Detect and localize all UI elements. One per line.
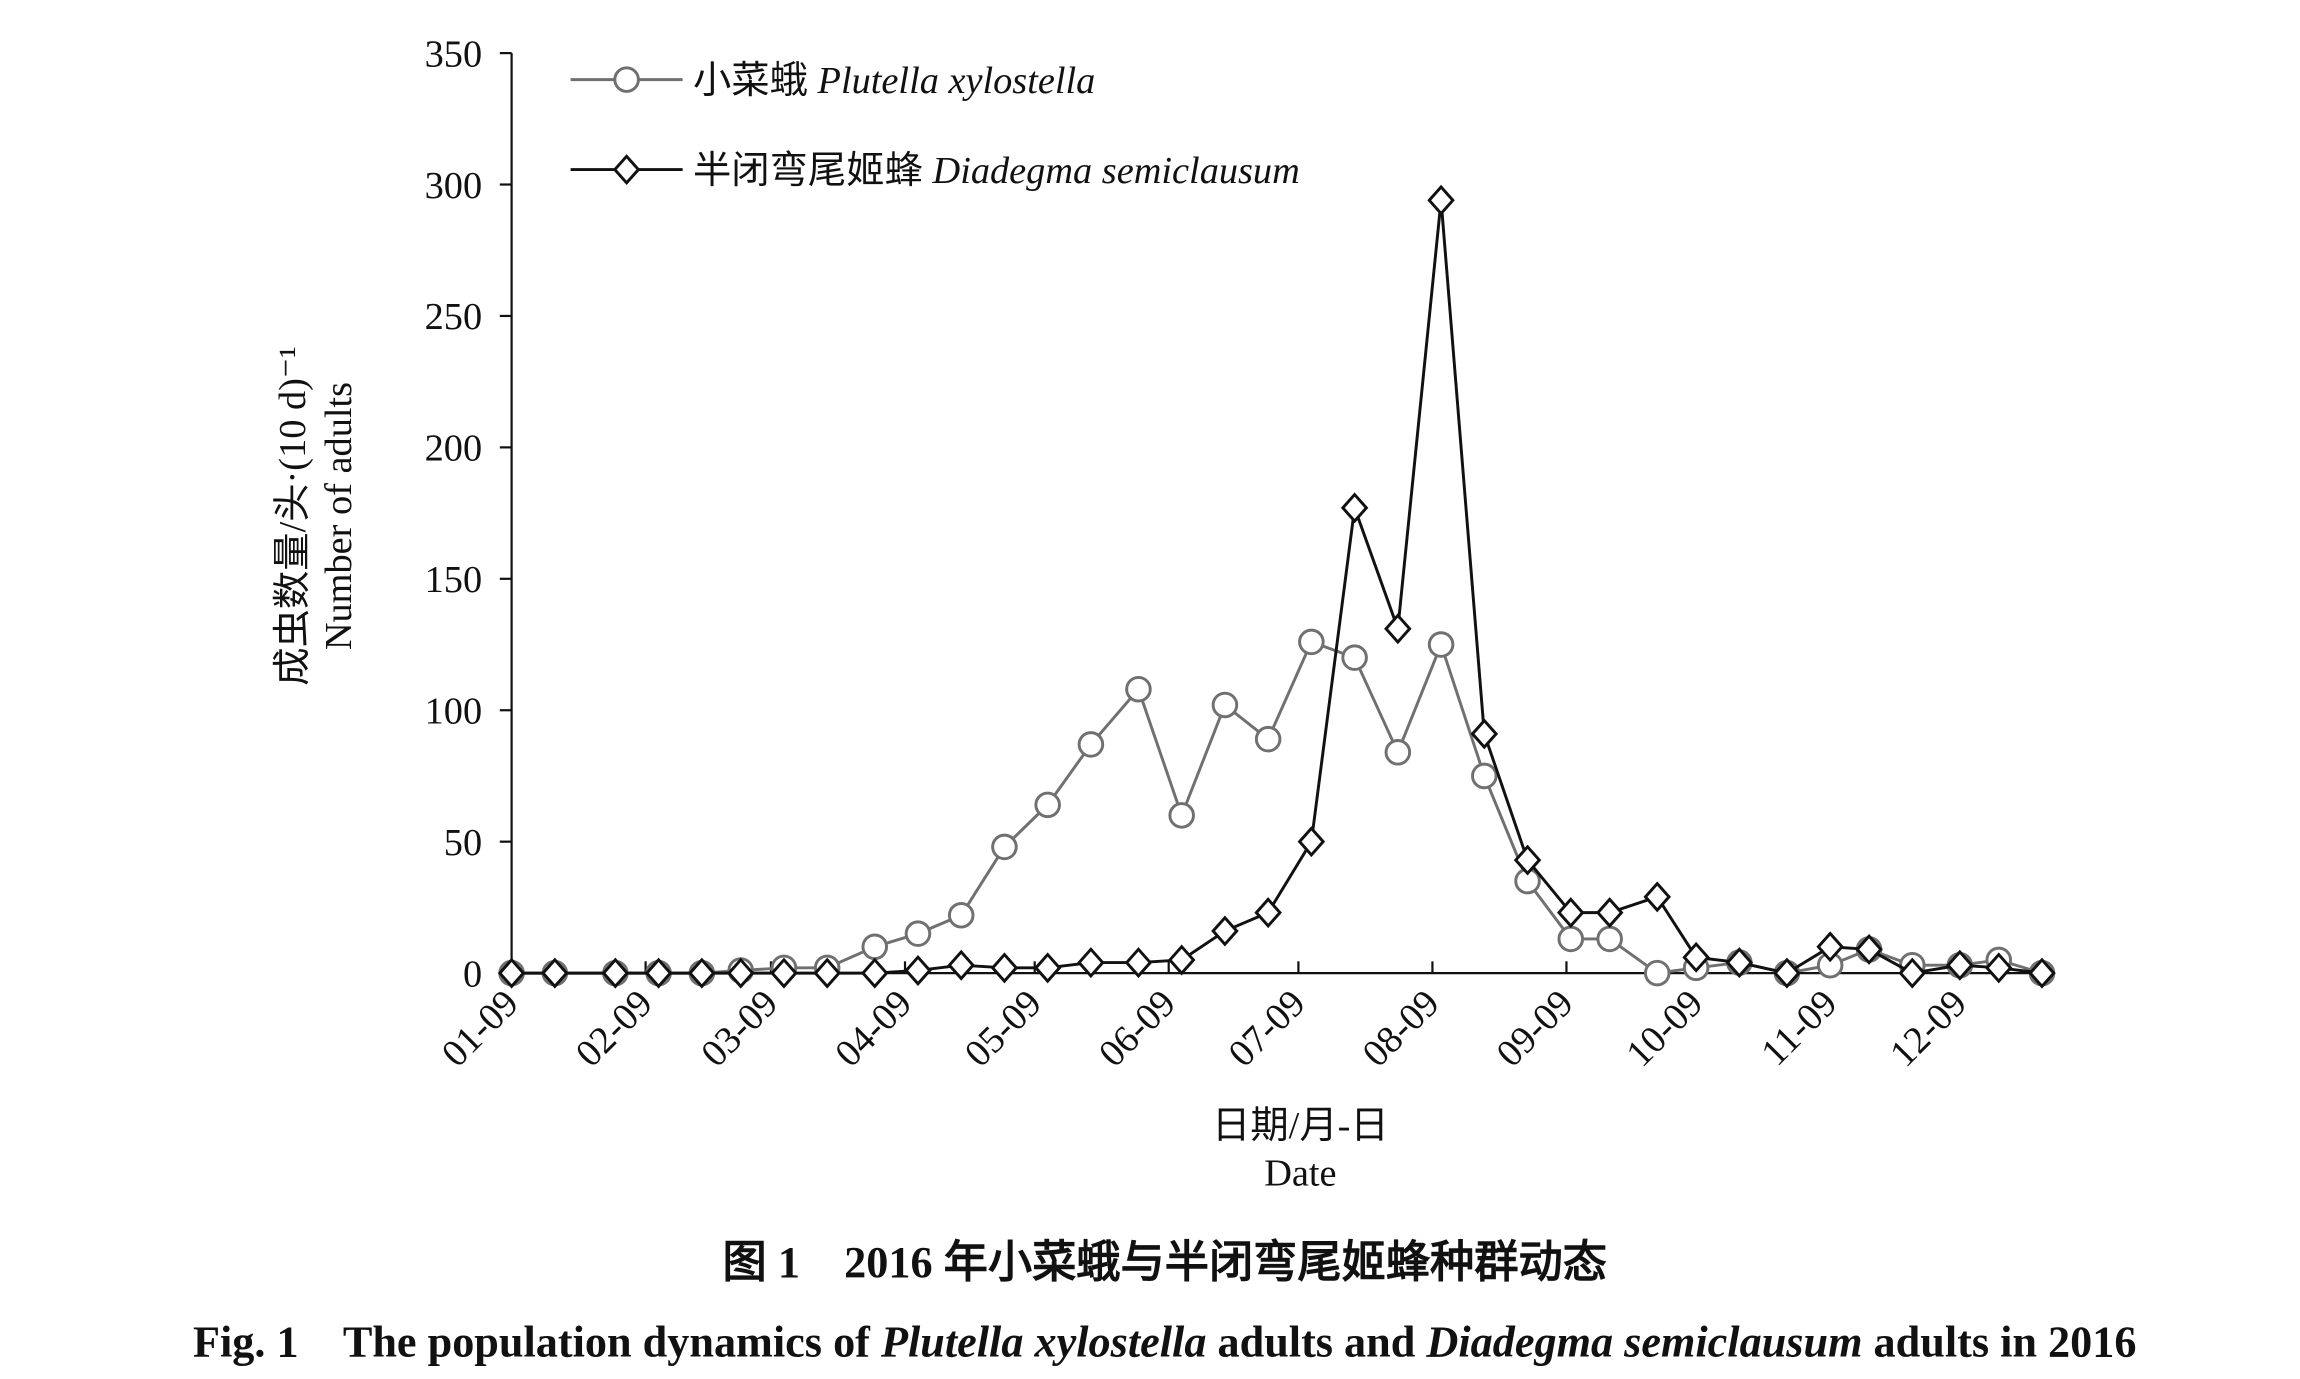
point (1254, 897, 1282, 929)
point (1946, 949, 1974, 981)
point (904, 920, 932, 947)
point (1816, 931, 1844, 963)
point (1984, 952, 2013, 984)
point (1298, 628, 1325, 656)
point (1427, 631, 1455, 658)
caption-part: adults and (1206, 1317, 1426, 1366)
x-tick-label: 05-09 (957, 982, 1050, 1075)
point (1033, 952, 1062, 984)
point (1725, 947, 1754, 979)
point (1211, 915, 1239, 947)
caption-cn: 图 1 2016 年小菜蛾与半闭弯尾姬蜂种群动态 (723, 1237, 1607, 1287)
point (1471, 762, 1498, 790)
x-tick-label: 01-09 (434, 982, 527, 1075)
x-tick-label: 07-09 (1221, 982, 1314, 1075)
point (947, 949, 975, 981)
x-tick-label: 06-09 (1091, 982, 1184, 1075)
point (1297, 826, 1326, 858)
legend-marker (612, 154, 641, 186)
y-tick-label: 300 (425, 165, 483, 207)
point (1855, 933, 1883, 965)
legend-label: 小菜蛾 Plutella xylostella (693, 60, 1095, 102)
point (990, 952, 1019, 984)
legend-latin: Plutella xylostella (817, 60, 1096, 102)
x-tick-label: 09-09 (1489, 982, 1582, 1075)
point (1682, 941, 1710, 973)
x-tick-label: 04-09 (827, 982, 920, 1075)
point (1773, 957, 1801, 989)
series-line (511, 640, 2043, 975)
point (770, 957, 798, 989)
point (1643, 959, 1671, 987)
point (1595, 897, 1624, 929)
point (1556, 897, 1585, 929)
x-tick-label: 08-09 (1355, 982, 1448, 1075)
legend-label: 半闭弯尾姬蜂 Diadegma semiclausum (693, 149, 1300, 192)
x-axis-label: Date (1264, 1152, 1336, 1194)
point (1470, 718, 1499, 750)
y-tick-label: 0 (463, 953, 482, 995)
legend-latin: Diadegma semiclausum (932, 150, 1300, 192)
caption-en: Fig. 1 The population dynamics of Plutel… (193, 1317, 2136, 1366)
point (813, 957, 841, 989)
point (1513, 844, 1542, 876)
point (1168, 802, 1195, 829)
series-line (511, 200, 2043, 975)
point (1596, 925, 1623, 953)
point (1211, 691, 1239, 719)
caption-part: Diadegma semiclausum (1425, 1317, 1862, 1366)
point (541, 957, 569, 989)
point (991, 833, 1018, 861)
x-tick-label: 02-09 (568, 982, 661, 1075)
point (644, 957, 673, 989)
legend-name: 小菜蛾 (693, 60, 808, 102)
point (601, 957, 630, 989)
point (1034, 791, 1061, 819)
point (1341, 644, 1368, 671)
legend-name: 半闭弯尾姬蜂 (693, 149, 923, 192)
point (1124, 947, 1153, 979)
y-axis-label: 成虫数量/头·(10 d)⁻¹ (272, 346, 314, 685)
x-tick-label: 03-09 (693, 982, 786, 1075)
x-tick-label: 11-09 (1753, 982, 1845, 1074)
y-tick-label: 150 (425, 559, 483, 601)
y-tick-label: 350 (425, 33, 483, 75)
point (1254, 725, 1282, 753)
caption-part: adults in 2016 (1862, 1317, 2136, 1366)
legend-marker (613, 66, 640, 93)
x-tick-label: 12-09 (1882, 982, 1975, 1075)
point (861, 933, 889, 961)
point (1384, 739, 1412, 766)
point (1167, 944, 1196, 976)
caption-part: Fig. 1 The population dynamics of (193, 1317, 881, 1366)
point (1898, 957, 1927, 989)
point (1427, 184, 1455, 216)
caption-part: Plutella xylostella (880, 1317, 1206, 1366)
y-axis-label: Number of adults (318, 382, 360, 650)
point (2028, 957, 2056, 989)
point (860, 957, 889, 989)
y-tick-label: 100 (425, 691, 483, 733)
x-axis-label: 日期/月-日 (1212, 1105, 1389, 1147)
point (904, 954, 932, 986)
point (947, 901, 975, 929)
point (497, 957, 526, 989)
point (1557, 925, 1585, 953)
point (688, 957, 716, 989)
y-tick-label: 200 (425, 428, 483, 470)
point (1340, 492, 1369, 524)
x-tick-label: 10-09 (1618, 982, 1711, 1075)
y-tick-label: 250 (425, 296, 483, 338)
point (726, 957, 755, 989)
point (1077, 947, 1105, 979)
y-tick-label: 50 (444, 822, 482, 864)
point (1077, 731, 1105, 758)
point (1125, 675, 1152, 703)
point (1384, 613, 1412, 645)
point (1643, 881, 1671, 913)
